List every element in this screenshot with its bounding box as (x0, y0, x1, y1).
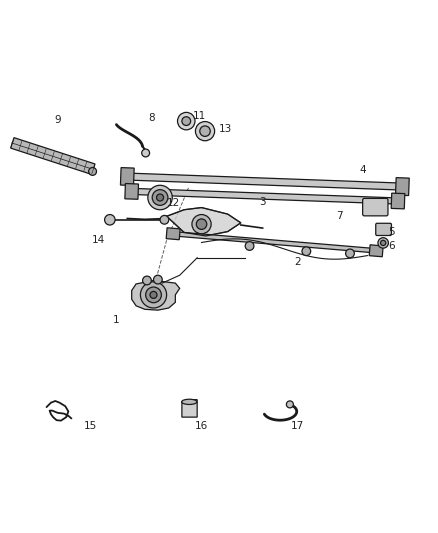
Circle shape (346, 249, 354, 258)
Text: 15: 15 (84, 421, 97, 431)
Text: 11: 11 (193, 111, 206, 121)
Text: 4: 4 (360, 165, 367, 175)
Circle shape (245, 241, 254, 251)
Circle shape (378, 238, 389, 248)
Circle shape (192, 215, 211, 234)
Polygon shape (132, 280, 180, 310)
Circle shape (150, 292, 157, 298)
FancyBboxPatch shape (376, 223, 392, 236)
Circle shape (142, 149, 150, 157)
Text: 8: 8 (148, 113, 155, 123)
Circle shape (160, 215, 169, 224)
Circle shape (143, 276, 151, 285)
Text: 13: 13 (219, 124, 232, 134)
Polygon shape (11, 138, 95, 174)
Ellipse shape (182, 399, 197, 405)
Polygon shape (391, 193, 405, 209)
Circle shape (88, 167, 96, 175)
Circle shape (152, 190, 168, 205)
Polygon shape (120, 167, 134, 185)
Text: 5: 5 (388, 227, 395, 237)
Circle shape (177, 112, 195, 130)
Polygon shape (127, 173, 403, 190)
Circle shape (182, 117, 191, 125)
Circle shape (195, 122, 215, 141)
Circle shape (381, 240, 386, 246)
Text: 2: 2 (294, 257, 301, 267)
Text: 17: 17 (291, 421, 304, 431)
Circle shape (156, 194, 163, 201)
Circle shape (200, 126, 210, 136)
Text: 12: 12 (166, 198, 180, 208)
FancyBboxPatch shape (363, 198, 388, 216)
Text: 9: 9 (54, 115, 61, 125)
Polygon shape (182, 400, 197, 417)
Polygon shape (369, 245, 383, 257)
Text: 14: 14 (92, 235, 106, 245)
Circle shape (302, 247, 311, 256)
Circle shape (146, 287, 161, 303)
Circle shape (196, 219, 207, 229)
Polygon shape (166, 228, 180, 240)
Text: 1: 1 (113, 315, 120, 325)
Circle shape (141, 282, 166, 308)
Circle shape (148, 185, 172, 210)
Text: 6: 6 (388, 240, 395, 251)
Circle shape (286, 401, 293, 408)
Circle shape (153, 275, 162, 284)
Circle shape (105, 215, 115, 225)
Polygon shape (166, 207, 241, 236)
Polygon shape (125, 183, 138, 199)
Polygon shape (396, 177, 409, 196)
Polygon shape (131, 188, 398, 204)
Polygon shape (173, 231, 376, 253)
Text: 16: 16 (195, 421, 208, 431)
Text: 7: 7 (336, 211, 343, 221)
Text: 3: 3 (259, 197, 266, 207)
